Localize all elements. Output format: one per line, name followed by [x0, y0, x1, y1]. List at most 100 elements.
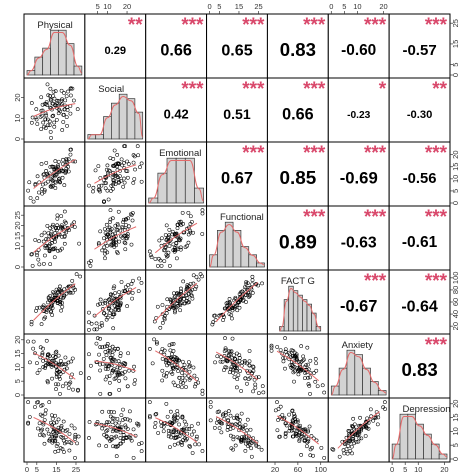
scatter-point: [87, 352, 91, 357]
scatter-point: [122, 176, 126, 181]
scatter-point: [187, 443, 192, 448]
scatter-point: [100, 426, 105, 431]
scatter-point: [44, 160, 49, 165]
scatter-point: [147, 400, 152, 405]
scatter-point: [68, 86, 73, 91]
scatter-point: [122, 180, 127, 185]
scatter-point: [342, 440, 347, 444]
variable-label: Functional: [220, 212, 264, 223]
scatter-point: [283, 349, 288, 354]
scatter-point: [186, 360, 191, 364]
scatter-point: [73, 437, 78, 441]
scatter-point: [283, 434, 288, 439]
scatter-point: [37, 433, 42, 437]
tick-label: 20: [271, 465, 279, 474]
scatter-point: [107, 306, 111, 311]
scatter-point: [28, 196, 33, 200]
scatter-point: [66, 169, 71, 174]
tick-label: 0: [13, 393, 22, 397]
scatter-point: [352, 441, 356, 446]
scatter-point: [314, 361, 318, 366]
scatter-point: [56, 382, 61, 387]
scatter-point: [104, 317, 109, 322]
scatter-point: [176, 384, 181, 389]
scatter-point: [60, 169, 65, 174]
scatter-point: [34, 308, 38, 313]
scatter-point: [98, 229, 103, 234]
scatter-point: [113, 421, 118, 426]
scatter-point: [34, 117, 39, 122]
scatter-point: [371, 418, 376, 423]
panel-fact-g-social: [84, 269, 147, 335]
scatter-point: [119, 441, 123, 446]
scatter-point: [113, 444, 118, 449]
scatter-point: [178, 440, 183, 445]
scatter-point: [236, 373, 241, 377]
scatter-point: [287, 412, 291, 417]
scatter-point: [139, 161, 144, 166]
scatter-point: [129, 213, 134, 217]
scatter-point: [93, 168, 98, 173]
scatter-point: [115, 175, 120, 180]
scatter-point: [123, 247, 128, 252]
scatter-point: [252, 377, 257, 382]
scatter-point: [50, 306, 55, 310]
scatter-point: [56, 425, 61, 430]
scatter-point: [182, 363, 187, 367]
scatter-point: [171, 367, 176, 371]
scatter-point: [106, 197, 111, 202]
scatter-point: [294, 355, 299, 360]
scatter-point: [113, 291, 118, 295]
scatter-point: [153, 257, 158, 261]
density-line: [279, 287, 321, 332]
scatter-point: [51, 222, 55, 227]
scatter-point: [118, 430, 123, 435]
scatter-point: [51, 113, 56, 118]
scatter-point: [45, 223, 50, 228]
scatter-point: [69, 86, 73, 91]
panel-emotional-emotional: Emotional: [145, 141, 208, 207]
scatter-point: [53, 180, 58, 185]
histogram-bar: [415, 423, 424, 460]
scatter-point: [250, 274, 255, 279]
scatter-point: [164, 374, 169, 379]
scatter-point: [102, 227, 107, 231]
correlation-value: -0.63: [341, 234, 377, 251]
scatter-point: [210, 322, 215, 327]
scatter-point: [112, 178, 117, 183]
scatter-point: [44, 169, 48, 173]
scatter-point: [171, 432, 176, 437]
scatter-point: [166, 434, 171, 439]
smoother-line: [94, 422, 137, 438]
scatter-point: [41, 309, 46, 313]
scatter-point: [53, 89, 58, 94]
tick-label: 10: [451, 427, 460, 435]
scatter-point: [189, 292, 193, 297]
scatter-point: [217, 426, 222, 430]
scatter-point: [238, 290, 243, 295]
scatter-point: [322, 455, 327, 460]
scatter-point: [101, 356, 106, 361]
scatter-point: [235, 351, 239, 356]
scatter-point: [212, 425, 217, 430]
scatter-point: [125, 175, 130, 180]
scatter-point: [291, 434, 296, 439]
scatter-point: [48, 97, 53, 102]
scatter-point: [235, 377, 240, 382]
scatter-point: [231, 353, 236, 358]
scatter-point: [110, 416, 115, 421]
scatter-point: [169, 298, 174, 302]
scatter-point: [55, 296, 60, 301]
histogram-bar: [248, 254, 257, 268]
scatter-point: [254, 444, 259, 448]
scatter-point: [106, 420, 111, 425]
scatter-point: [117, 366, 122, 370]
scatter-point: [62, 107, 67, 112]
histogram-bar: [302, 299, 308, 332]
scatter-point: [187, 369, 192, 374]
scatter-point: [294, 432, 299, 437]
correlation-value: 0.83: [280, 39, 316, 60]
panel-anxiety-functional: [206, 333, 268, 399]
scatter-point: [114, 454, 119, 459]
significance-stars: ***: [181, 15, 204, 36]
